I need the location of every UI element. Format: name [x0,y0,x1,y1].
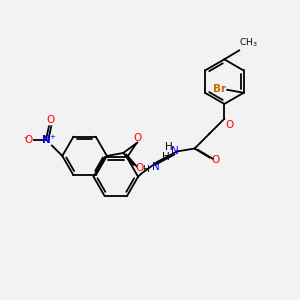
Text: O: O [24,135,33,145]
Text: O: O [211,155,219,165]
Text: H: H [142,165,149,174]
Text: N: N [171,146,179,157]
Text: O: O [133,133,142,142]
Text: CH$_3$: CH$_3$ [239,36,258,49]
Text: N: N [42,135,50,145]
Text: -: - [23,132,27,142]
Text: O: O [135,163,143,173]
Text: O: O [226,120,234,130]
Text: +: + [50,134,56,140]
Text: H: H [162,152,169,162]
Text: H: H [165,142,173,152]
Text: N: N [152,162,160,172]
Text: O: O [46,115,55,125]
Text: Br: Br [213,84,226,94]
